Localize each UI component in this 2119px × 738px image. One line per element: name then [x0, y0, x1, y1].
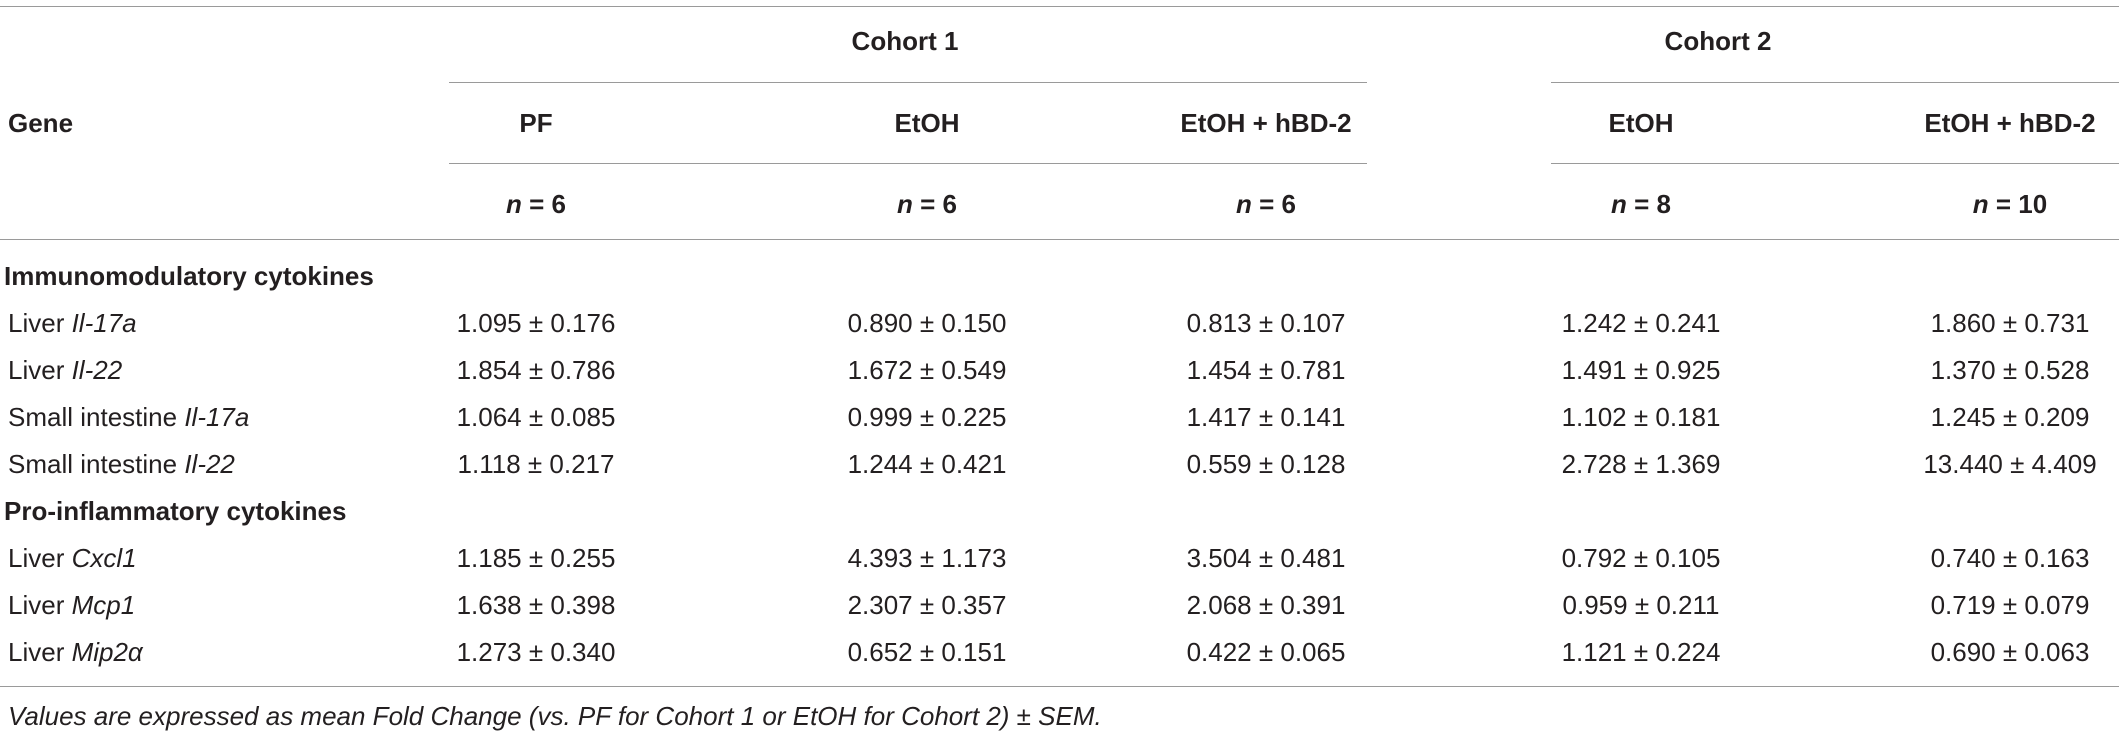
rule: [0, 686, 2119, 687]
row-label: Liver Mip2α: [8, 637, 143, 667]
row-label: Liver Cxcl1: [8, 543, 137, 573]
cell-value: 0.652 ± 0.151: [847, 637, 1007, 667]
cell-value: 1.454 ± 0.781: [1186, 355, 1346, 385]
cell-value: 0.740 ± 0.163: [1930, 543, 2090, 573]
sample-size: n = 10: [1972, 189, 2048, 219]
gene-name: Cxcl1: [71, 543, 137, 573]
rule: [449, 163, 1367, 164]
row-label: Liver Mcp1: [8, 590, 135, 620]
cell-value: 4.393 ± 1.173: [847, 543, 1007, 573]
sample-size: n = 8: [1611, 189, 1671, 219]
tissue: Liver: [8, 355, 72, 385]
cell-value: 0.813 ± 0.107: [1186, 308, 1346, 338]
column-header: EtOH: [1608, 108, 1674, 138]
group-header: Cohort 2: [1664, 26, 1772, 56]
row-label: Small intestine Il-22: [8, 449, 235, 479]
rule: [0, 239, 2119, 240]
cell-value: 1.860 ± 0.731: [1930, 308, 2090, 338]
cell-value: 2.728 ± 1.369: [1561, 449, 1721, 479]
cell-value: 13.440 ± 4.409: [1923, 449, 2097, 479]
cell-value: 1.118 ± 0.217: [457, 449, 615, 479]
cell-value: 0.999 ± 0.225: [847, 402, 1007, 432]
cell-value: 0.792 ± 0.105: [1561, 543, 1721, 573]
gene-name: Il-17a: [71, 308, 137, 338]
cell-value: 0.959 ± 0.211: [1562, 590, 1720, 620]
cell-value: 1.244 ± 0.421: [847, 449, 1007, 479]
tissue: Small intestine: [8, 449, 185, 479]
cell-value: 1.245 ± 0.209: [1930, 402, 2090, 432]
cell-value: 3.504 ± 0.481: [1186, 543, 1346, 573]
cell-value: 0.890 ± 0.150: [847, 308, 1007, 338]
cell-value: 1.185 ± 0.255: [456, 543, 616, 573]
cell-value: 0.422 ± 0.065: [1186, 637, 1346, 667]
rule: [449, 82, 1367, 83]
cell-value: 1.417 ± 0.141: [1186, 402, 1346, 432]
cell-value: 1.121 ± 0.224: [1561, 637, 1721, 667]
rule: [0, 6, 2119, 7]
column-header: EtOH: [894, 108, 960, 138]
tissue: Liver: [8, 308, 72, 338]
tissue: Liver: [8, 590, 72, 620]
cell-value: 1.370 ± 0.528: [1930, 355, 2090, 385]
gene-name: Mcp1: [71, 590, 136, 620]
rule: [1551, 82, 2119, 83]
rule: [1551, 163, 2119, 164]
gene-name: Il-22: [71, 355, 123, 385]
cell-value: 0.559 ± 0.128: [1186, 449, 1346, 479]
cell-value: 1.242 ± 0.241: [1561, 308, 1721, 338]
cell-value: 1.672 ± 0.549: [847, 355, 1007, 385]
cell-value: 0.719 ± 0.079: [1930, 590, 2090, 620]
tissue: Liver: [8, 637, 72, 667]
gene-name: Il-17a: [184, 402, 250, 432]
cell-value: 1.854 ± 0.786: [456, 355, 616, 385]
section-title: Immunomodulatory cytokines: [4, 261, 374, 291]
gene-header: Gene: [8, 108, 74, 138]
footnote: Values are expressed as mean Fold Change…: [8, 701, 1102, 731]
gene-name: Il-22: [184, 449, 235, 479]
row-label: Liver Il-22: [8, 355, 122, 385]
tissue: Liver: [8, 543, 72, 573]
row-label: Liver Il-17a: [8, 308, 137, 338]
cell-value: 1.095 ± 0.176: [456, 308, 616, 338]
sample-size: n = 6: [897, 189, 957, 219]
gene-name: Mip2α: [71, 637, 143, 667]
cell-value: 2.068 ± 0.391: [1186, 590, 1346, 620]
cell-value: 2.307 ± 0.357: [847, 590, 1007, 620]
cell-value: 1.102 ± 0.181: [1561, 402, 1721, 432]
section-title: Pro-inflammatory cytokines: [4, 496, 347, 526]
column-header: EtOH + hBD-2: [1180, 108, 1352, 138]
tissue: Small intestine: [8, 402, 185, 432]
sample-size: n = 6: [506, 189, 566, 219]
cell-value: 1.491 ± 0.925: [1561, 355, 1721, 385]
group-header: Cohort 1: [851, 26, 959, 56]
column-header: PF: [519, 108, 553, 138]
cell-value: 1.064 ± 0.085: [456, 402, 616, 432]
cell-value: 1.273 ± 0.340: [456, 637, 616, 667]
column-header: EtOH + hBD-2: [1924, 108, 2096, 138]
cell-value: 1.638 ± 0.398: [456, 590, 616, 620]
row-label: Small intestine Il-17a: [8, 402, 249, 432]
sample-size: n = 6: [1236, 189, 1296, 219]
cell-value: 0.690 ± 0.063: [1930, 637, 2090, 667]
